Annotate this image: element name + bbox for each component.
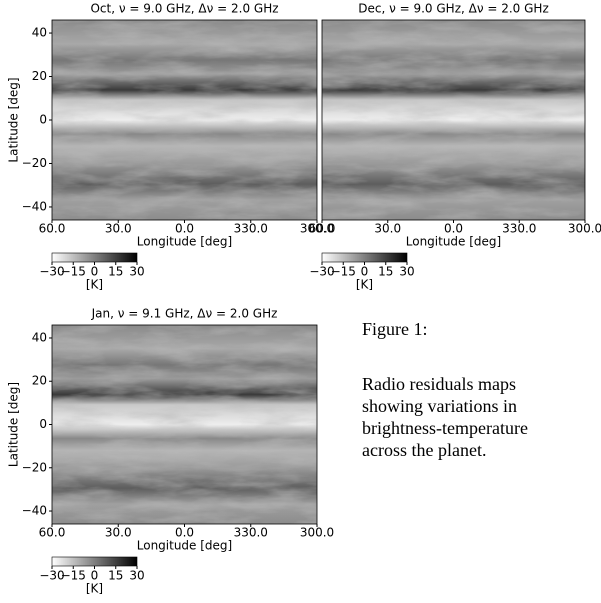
colorbar	[51, 252, 138, 263]
x-tick-label: 60.0	[39, 526, 66, 540]
colorbar-tick-label: −15	[61, 265, 86, 279]
colorbar-tick-label: 30	[129, 569, 144, 583]
caption-line: across the planet.	[362, 440, 486, 460]
y-tick-label: −20	[22, 156, 47, 170]
x-tick-label: 30.0	[105, 222, 132, 236]
colorbar	[51, 556, 138, 567]
map-texture	[322, 20, 585, 220]
colorbar-tick-label: 0	[91, 569, 99, 583]
x-tick-label: 0.0	[175, 526, 194, 540]
x-tick-label: 30.0	[374, 222, 401, 236]
colorbar-tick-label: 0	[361, 265, 369, 279]
y-tick-label: 40	[32, 330, 47, 344]
x-tick-label: 300.0	[568, 222, 601, 236]
y-tick-label: 0	[39, 113, 47, 127]
x-tick-label: 60.0	[309, 222, 336, 236]
caption-line: showing variations in	[362, 396, 517, 416]
y-axis-label: Latitude [deg]	[7, 382, 21, 467]
map-texture	[52, 325, 317, 524]
x-tick-label: 330.0	[502, 222, 536, 236]
y-tick-label: 40	[32, 26, 47, 40]
y-axis-label: Latitude [deg]	[7, 77, 21, 162]
colorbar-tick-label: 0	[91, 265, 99, 279]
colorbar-tick-label: −30	[39, 265, 64, 279]
map-texture	[52, 20, 317, 220]
panel-title: Oct, ν = 9.0 GHz, Δν = 2.0 GHz	[90, 2, 278, 16]
y-tick-label: −20	[22, 460, 47, 474]
caption-line: Radio residuals maps	[362, 374, 516, 394]
x-tick-label: 0.0	[444, 222, 463, 236]
caption-line: brightness-temperature	[362, 418, 528, 438]
colorbar-label: [K]	[86, 582, 103, 596]
colorbar-tick-label: −30	[309, 265, 334, 279]
colorbar-tick-label: −30	[39, 569, 64, 583]
x-tick-label: 330.0	[234, 222, 268, 236]
colorbar-tick-label: 15	[108, 265, 123, 279]
y-tick-label: 0	[39, 417, 47, 431]
x-axis-label: Longitude [deg]	[137, 539, 232, 553]
colorbar	[321, 252, 408, 263]
colorbar-tick-label: 30	[399, 265, 414, 279]
colorbar-label: [K]	[86, 278, 103, 292]
y-tick-label: 20	[32, 374, 47, 388]
caption-heading: Figure 1:	[362, 319, 428, 339]
x-tick-label: 0.0	[175, 222, 194, 236]
x-axis-label: Longitude [deg]	[406, 235, 501, 249]
x-tick-label: 60.0	[39, 222, 66, 236]
colorbar-tick-label: 15	[378, 265, 393, 279]
colorbar-tick-label: −15	[61, 569, 86, 583]
y-tick-label: 20	[32, 69, 47, 83]
colorbar-tick-label: −15	[331, 265, 356, 279]
colorbar-label: [K]	[356, 278, 373, 292]
panel-title: Jan, ν = 9.1 GHz, Δν = 2.0 GHz	[91, 307, 278, 321]
colorbar-tick-label: 15	[108, 569, 123, 583]
x-axis-label: Longitude [deg]	[137, 235, 232, 249]
x-tick-label: 330.0	[234, 526, 268, 540]
x-tick-label: 300.0	[300, 526, 334, 540]
panel-title: Dec, ν = 9.0 GHz, Δν = 2.0 GHz	[358, 2, 549, 16]
x-tick-label: 30.0	[105, 526, 132, 540]
y-tick-label: −40	[22, 199, 47, 213]
x-tick-label: 300.0	[300, 222, 334, 236]
y-tick-label: −40	[22, 504, 47, 518]
colorbar-tick-label: 30	[129, 265, 144, 279]
